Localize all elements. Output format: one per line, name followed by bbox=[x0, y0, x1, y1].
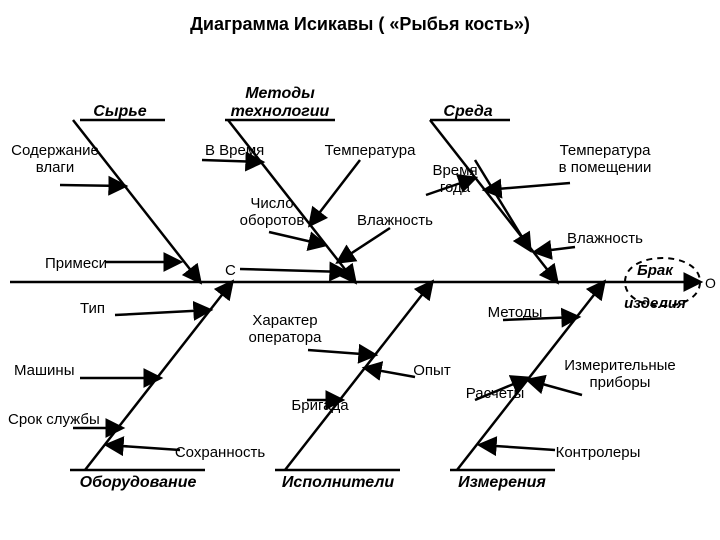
cause-label: Методы bbox=[488, 304, 543, 321]
cause-label: Число bbox=[250, 195, 293, 212]
cause-arrow bbox=[115, 310, 210, 315]
head-label-2: изделия bbox=[624, 295, 686, 312]
cause-arrow bbox=[240, 269, 346, 272]
cause-arrow bbox=[480, 445, 555, 450]
cause-label: Температура bbox=[560, 142, 652, 159]
cause-label: Контролеры bbox=[556, 444, 641, 461]
cause-arrow bbox=[310, 160, 360, 225]
cause-label: влаги bbox=[36, 159, 75, 176]
category-label: Среда bbox=[443, 103, 492, 120]
cause-label: Содержание bbox=[11, 142, 99, 159]
cause-label: Машины bbox=[14, 362, 74, 379]
cause-label: С bbox=[225, 262, 236, 279]
cause-arrow bbox=[365, 368, 415, 377]
cause-label: Бригада bbox=[291, 397, 349, 414]
cause-label: оператора bbox=[249, 329, 323, 346]
cause-label: Сохранность bbox=[175, 444, 265, 461]
cause-label: В Время bbox=[205, 142, 264, 159]
cause-arrow bbox=[107, 445, 180, 450]
cause-label: Тип bbox=[80, 300, 105, 317]
diagram-title: Диаграмма Исикавы ( «Рыбья кость») bbox=[190, 14, 530, 34]
category-label: Методы bbox=[245, 85, 315, 102]
cause-label: Влажность bbox=[567, 230, 643, 247]
cause-label: года bbox=[440, 179, 471, 196]
cause-arrows: Содержаниевлаги Примеси В Время Числооборот… bbox=[8, 142, 676, 461]
head-circle-label: О bbox=[705, 275, 716, 291]
category-label: технологии bbox=[231, 103, 330, 120]
cause-label: приборы bbox=[590, 374, 651, 391]
fishbone-diagram: Диаграмма Исикавы ( «Рыбья кость») Брак … bbox=[0, 0, 720, 540]
cause-label: в помещении bbox=[559, 159, 652, 176]
category-label: Сырье bbox=[93, 103, 146, 120]
head-label-1: Брак bbox=[637, 262, 674, 279]
fish-head: Брак изделия О bbox=[624, 258, 716, 312]
cause-label: Опыт bbox=[413, 362, 451, 379]
cause-label: Расчеты bbox=[466, 385, 525, 402]
cause-arrow bbox=[535, 247, 575, 252]
cause-label: Измерительные bbox=[564, 357, 676, 374]
cause-arrow bbox=[528, 380, 582, 395]
category-bone bbox=[430, 120, 557, 282]
cause-arrow bbox=[60, 185, 125, 186]
cause-arrow bbox=[202, 160, 262, 162]
cause-label: Срок службы bbox=[8, 411, 100, 428]
category-label: Исполнители bbox=[282, 474, 394, 491]
cause-label: Влажность bbox=[357, 212, 433, 229]
category-label: Измерения bbox=[458, 474, 546, 491]
cause-arrow bbox=[308, 350, 375, 355]
category-label: Оборудование bbox=[80, 474, 197, 491]
cause-arrow bbox=[475, 160, 530, 250]
cause-arrow bbox=[338, 228, 390, 262]
cause-label: Температура bbox=[325, 142, 417, 159]
cause-label: Примеси bbox=[45, 255, 107, 272]
cause-label: оборотов bbox=[240, 212, 305, 229]
cause-label: Время bbox=[432, 162, 477, 179]
cause-arrow bbox=[485, 183, 570, 190]
cause-label: Характер bbox=[252, 312, 317, 329]
